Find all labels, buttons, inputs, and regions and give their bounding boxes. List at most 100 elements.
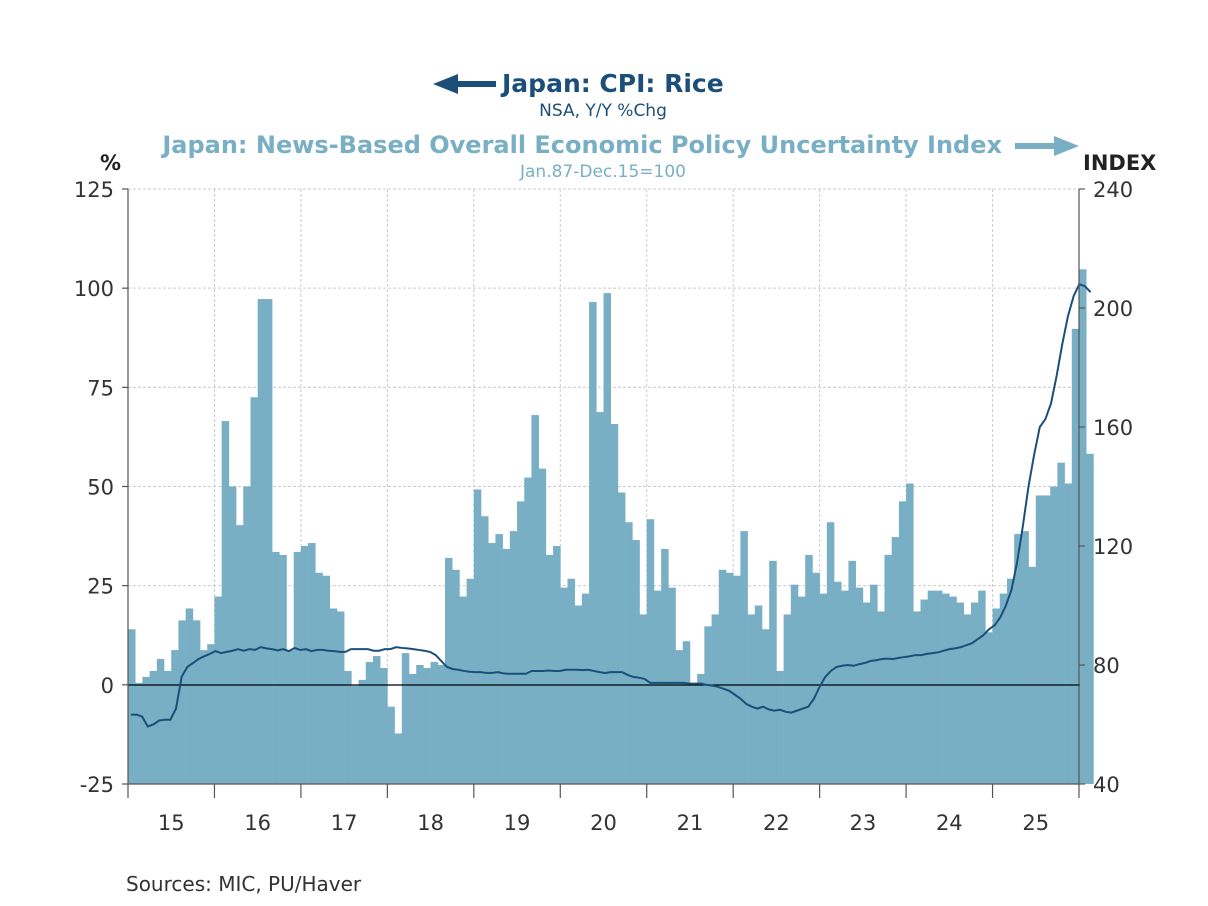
ylabel-right: INDEX bbox=[1083, 151, 1156, 175]
bar bbox=[898, 501, 907, 784]
bar bbox=[430, 662, 439, 784]
tick-label-left: 25 bbox=[87, 575, 114, 599]
bar bbox=[423, 667, 431, 784]
bar bbox=[1006, 578, 1015, 784]
bar bbox=[689, 682, 698, 784]
bar bbox=[855, 587, 864, 784]
bar bbox=[970, 602, 979, 784]
bar bbox=[142, 676, 150, 784]
bar bbox=[985, 632, 993, 784]
bar bbox=[877, 611, 885, 784]
tick-label-right: 240 bbox=[1093, 178, 1133, 202]
arrow-left-icon bbox=[433, 74, 496, 94]
bar bbox=[754, 605, 763, 784]
bar bbox=[466, 578, 475, 784]
bar bbox=[135, 682, 143, 784]
arrow-right-icon bbox=[1015, 136, 1079, 156]
bar bbox=[999, 593, 1008, 784]
bar bbox=[128, 629, 136, 784]
bar bbox=[646, 519, 655, 784]
tick-label-x: 25 bbox=[1022, 811, 1049, 835]
bar bbox=[762, 629, 770, 784]
tick-label-x: 16 bbox=[244, 811, 271, 835]
bar bbox=[387, 706, 395, 784]
bar bbox=[279, 554, 287, 784]
tick-label-left: -25 bbox=[80, 773, 114, 797]
bar bbox=[545, 554, 554, 784]
bar bbox=[272, 551, 280, 784]
tick-label-x: 15 bbox=[158, 811, 185, 835]
bar bbox=[214, 596, 222, 784]
bar bbox=[574, 605, 583, 784]
bar bbox=[927, 590, 936, 784]
bar bbox=[286, 650, 295, 784]
bar bbox=[776, 670, 784, 784]
bar bbox=[668, 587, 676, 784]
tick-label-x: 22 bbox=[763, 811, 790, 835]
tick-label-left: 100 bbox=[74, 277, 114, 301]
subtitle-left: NSA, Y/Y %Chg bbox=[539, 101, 667, 121]
tick-label-x: 20 bbox=[590, 811, 617, 835]
bar bbox=[488, 543, 496, 784]
subtitle-right: Jan.87-Dec.15=100 bbox=[519, 162, 686, 182]
bar bbox=[978, 590, 986, 784]
bar bbox=[1086, 453, 1094, 784]
tick-label-right: 160 bbox=[1093, 416, 1133, 440]
bar bbox=[596, 412, 604, 784]
bar bbox=[560, 587, 568, 784]
bar bbox=[178, 620, 186, 784]
bar bbox=[531, 415, 539, 784]
tick-label-left: 125 bbox=[74, 178, 114, 202]
tick-label-x: 17 bbox=[331, 811, 358, 835]
bar bbox=[473, 489, 482, 784]
bar bbox=[408, 673, 417, 784]
bar bbox=[625, 522, 633, 784]
bar bbox=[920, 599, 929, 784]
bar bbox=[171, 650, 179, 784]
bar bbox=[502, 548, 511, 784]
bar bbox=[934, 590, 943, 784]
right-ticks: 40 80 120 160 200 240 bbox=[1079, 178, 1133, 797]
bar bbox=[639, 614, 648, 784]
bar bbox=[351, 685, 359, 784]
bar bbox=[185, 608, 194, 784]
bar bbox=[610, 424, 619, 784]
bar bbox=[365, 662, 374, 784]
bar bbox=[826, 522, 835, 784]
ylabel-left: % bbox=[100, 151, 121, 175]
bar bbox=[653, 590, 662, 784]
bar bbox=[963, 614, 972, 784]
bar bbox=[452, 569, 460, 784]
tick-label-left: 0 bbox=[101, 674, 114, 698]
bar bbox=[200, 650, 208, 784]
bar bbox=[401, 653, 410, 784]
bar bbox=[1028, 566, 1037, 784]
tick-label-left: 50 bbox=[87, 476, 114, 500]
bar bbox=[372, 656, 381, 784]
title-left: Japan: CPI: Rice bbox=[500, 69, 724, 98]
bar bbox=[149, 670, 158, 784]
bar bbox=[329, 608, 338, 784]
bar bbox=[632, 540, 640, 784]
tick-label-x: 18 bbox=[417, 811, 444, 835]
tick-label-right: 120 bbox=[1093, 535, 1133, 559]
bar bbox=[538, 468, 547, 784]
bar bbox=[848, 560, 856, 784]
bar bbox=[841, 590, 849, 784]
bar bbox=[740, 531, 748, 784]
tick-label-left: 75 bbox=[87, 376, 114, 400]
x-ticks: 15 16 17 18 19 20 21 22 23 24 25 bbox=[127, 784, 1080, 835]
bar bbox=[891, 537, 900, 784]
tick-label-x: 24 bbox=[936, 811, 963, 835]
series-line bbox=[130, 282, 1092, 728]
bar bbox=[394, 733, 403, 784]
bar bbox=[300, 546, 309, 784]
bar bbox=[661, 548, 669, 784]
bar bbox=[264, 299, 273, 784]
source-note: Sources: MIC, PU/Haver bbox=[126, 872, 362, 896]
bar bbox=[747, 614, 756, 784]
bar bbox=[553, 546, 561, 784]
bar bbox=[164, 670, 172, 784]
bar bbox=[221, 421, 230, 784]
